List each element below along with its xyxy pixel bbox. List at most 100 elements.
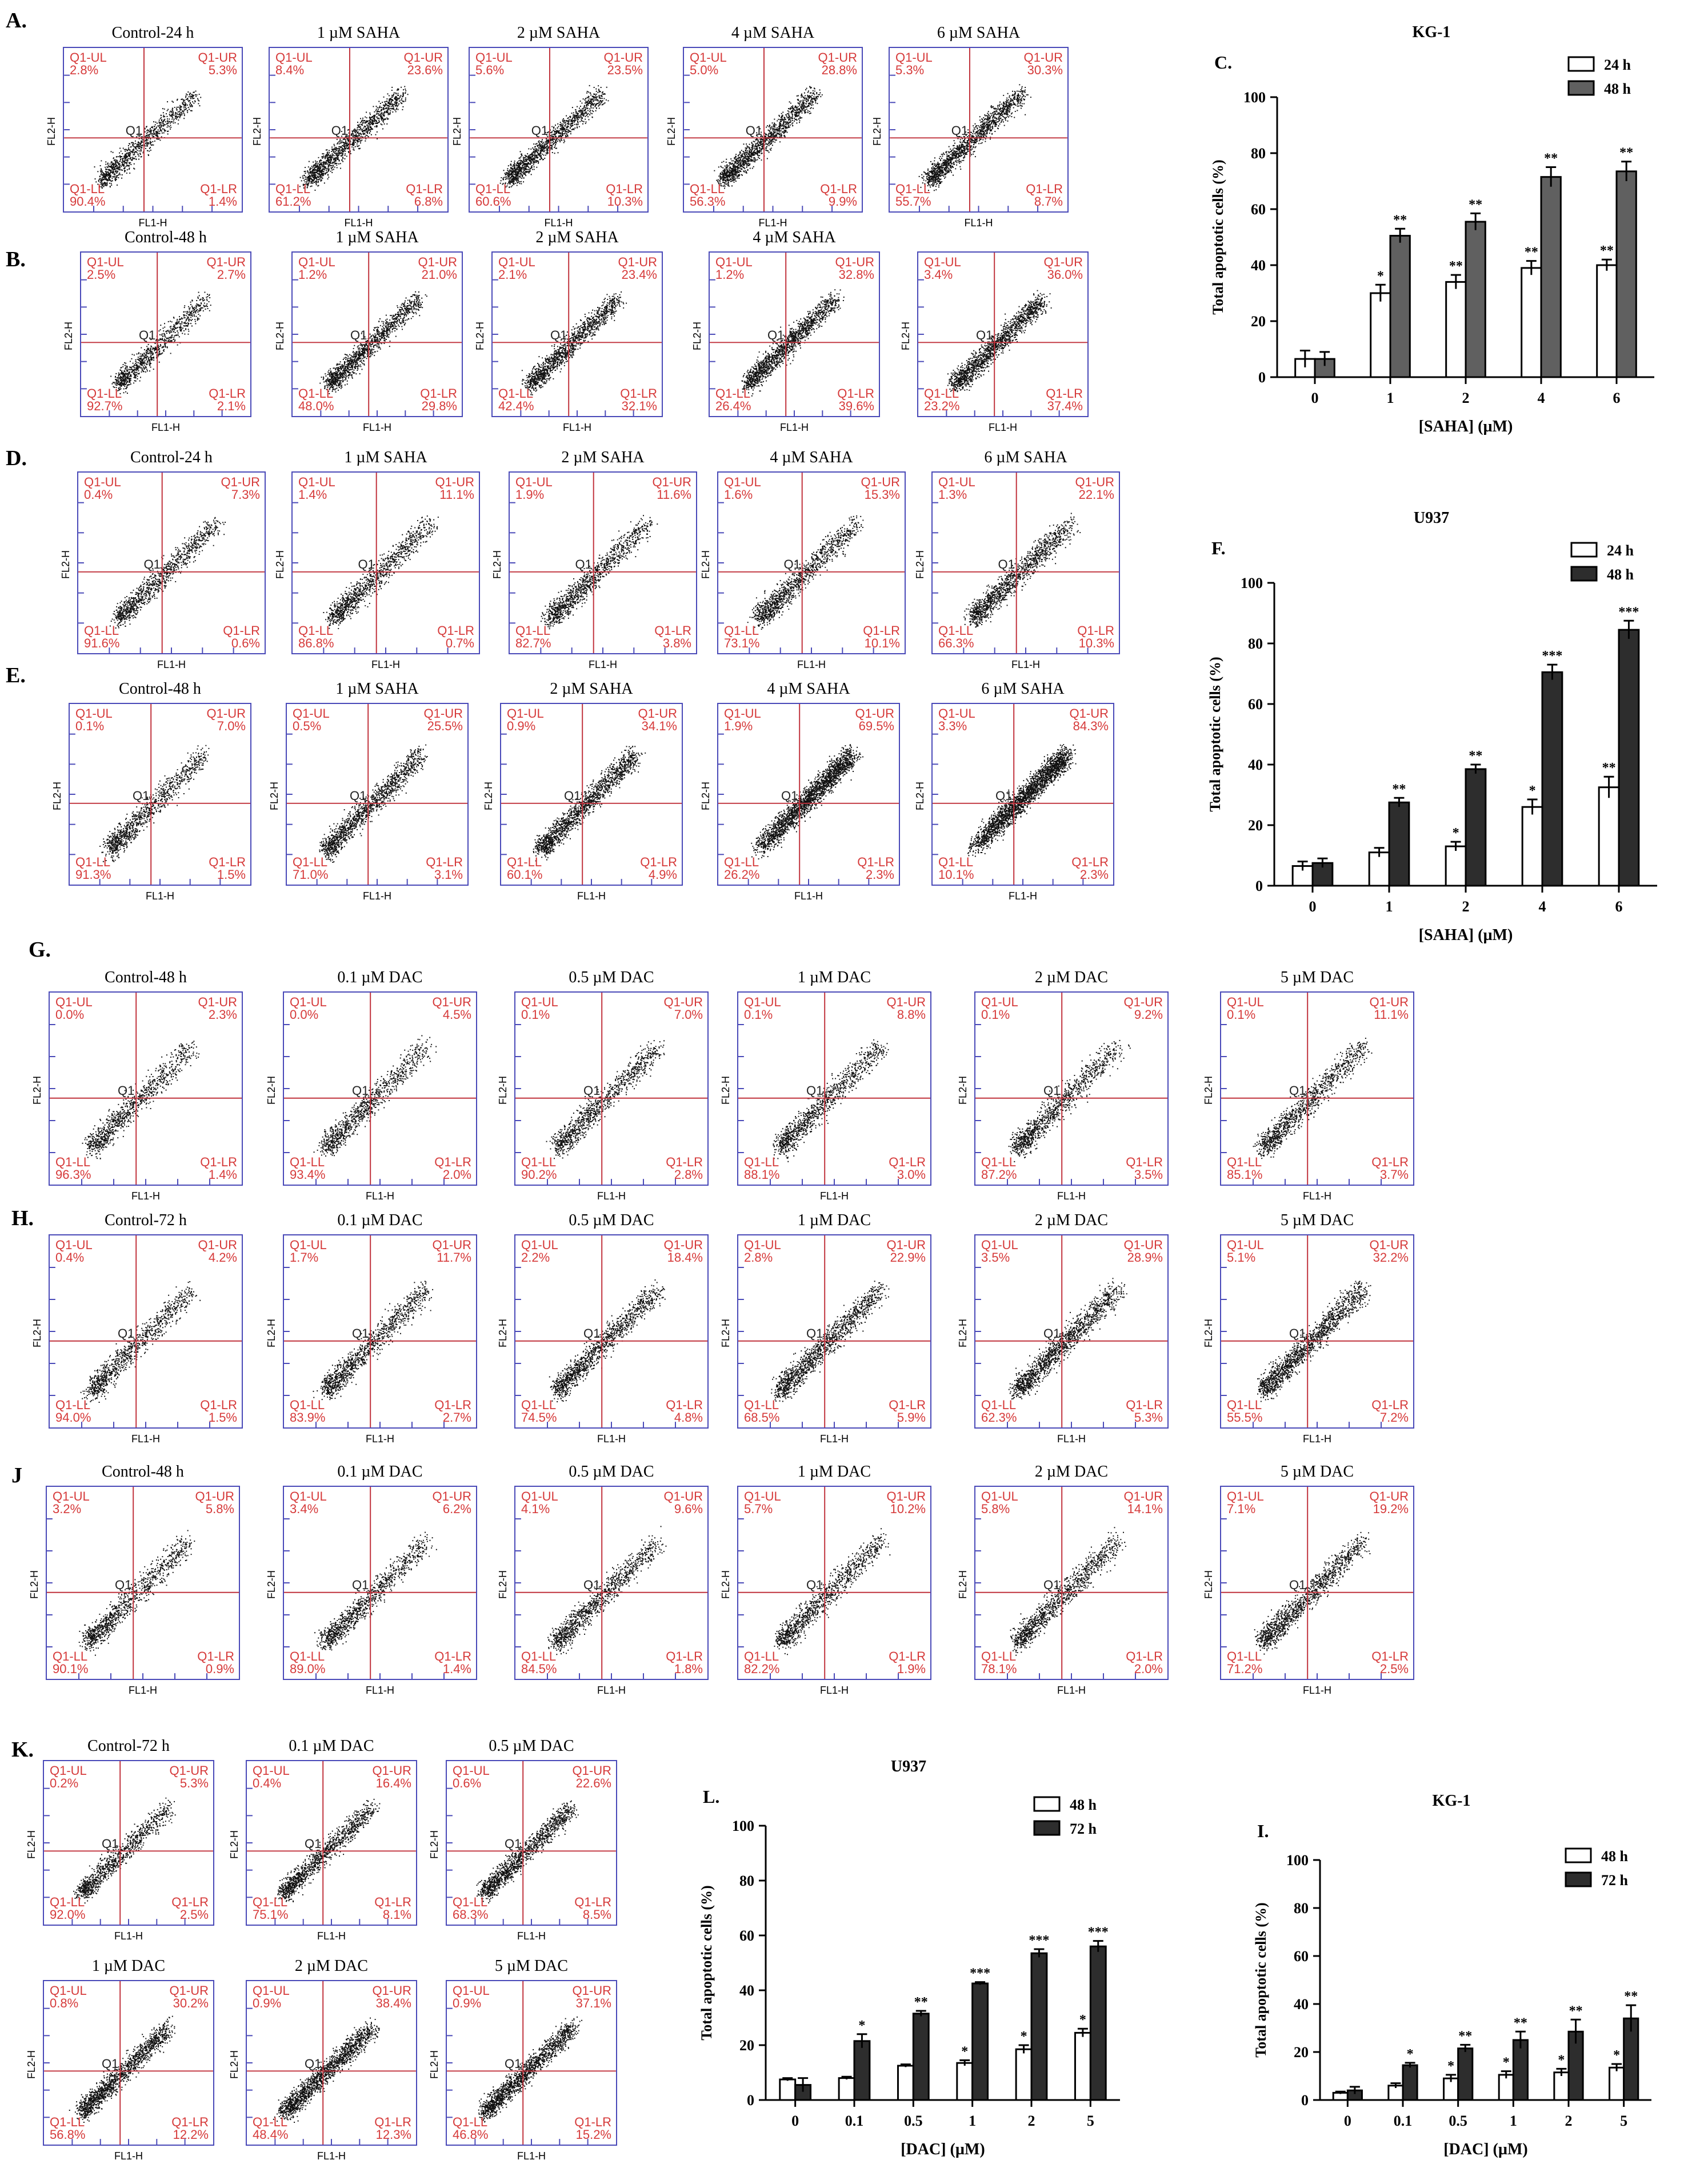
- plot-title: Control-24 h: [111, 24, 194, 42]
- quadrant-center-label: Q1: [350, 327, 367, 342]
- quadrant-ul-value: 0.1%: [744, 1007, 773, 1022]
- scatter-dots: [515, 1235, 707, 1427]
- y-axis-label: Total apoptotic cells (%): [1253, 1902, 1269, 2057]
- flow-cytometry-plot: 0.5 µM DAC Q1-UL 2.2% Q1-UR 18.4% Q1-LL 74.5% Q…: [497, 1211, 709, 1445]
- plot-frame: Q1-UL 0.9% Q1-UR 37.1% Q1-LL 46.8% Q1-LR 15.2% Q…: [446, 1980, 617, 2146]
- y-axis-label: FL2-H: [266, 1318, 277, 1347]
- quadrant-ll-value: 88.1%: [744, 1167, 780, 1182]
- plot-title: 0.5 µM DAC: [569, 1463, 654, 1481]
- significance-mark: ***: [970, 1966, 990, 1981]
- x-axis-label: FL1-H: [366, 1685, 395, 1696]
- plot-title: 0.5 µM DAC: [569, 1211, 654, 1229]
- x-axis-label: FL1-H: [989, 422, 1018, 433]
- quadrant-ll-label: Q1-LL 66.3%: [938, 623, 974, 650]
- scatter-dots: [284, 1487, 476, 1679]
- quadrant-ul-label: Q1-UL 5.0%: [690, 50, 727, 77]
- quadrant-ll-label: Q1-LL 82.2%: [744, 1649, 780, 1676]
- bar-chart-C: KG-1 C. 0 20 40 60 80 100 Total apoptotic cells …: [1163, 11, 1700, 457]
- quadrant-ul-value: 5.6%: [475, 63, 505, 77]
- quadrant-lr-label: Q1-LR 3.7%: [1371, 1155, 1409, 1182]
- y-tick-label: 0: [1301, 2092, 1309, 2109]
- legend-label-0: 24 h: [1604, 57, 1631, 73]
- significance-mark: *: [1079, 2013, 1086, 2027]
- x-tick-label: 5: [1087, 2113, 1094, 2129]
- quadrant-ul-label: Q1-UL 3.2%: [53, 1489, 90, 1516]
- x-tick-label: 6: [1613, 390, 1621, 406]
- x-axis-label: FL1-H: [820, 1685, 849, 1696]
- flow-cytometry-plot: 6 µM SAHA Q1-UL 3.3% Q1-UR 84.3% Q1-LL 10.1% Q1…: [914, 680, 1114, 902]
- x-tick-label: 2: [1462, 390, 1470, 406]
- scatter-dots: [78, 473, 265, 653]
- plot-frame: Q1-UL 0.9% Q1-UR 38.4% Q1-LL 48.4% Q1-LR 12.3% Q…: [246, 1980, 417, 2146]
- plot-title: 1 µM SAHA: [335, 229, 419, 246]
- flow-cytometry-plot: Control-24 h Q1-UL 0.4% Q1-UR 7.3% Q1-LL 91.6%…: [60, 449, 266, 670]
- bar-48h-0: [1314, 358, 1335, 378]
- quadrant-ll-value: 91.6%: [84, 636, 120, 650]
- quadrant-ul-value: 0.8%: [50, 1996, 79, 2010]
- flow-cytometry-plot: Control-48 h Q1-UL 0.1% Q1-UR 7.0% Q1-LL 91.3%…: [51, 680, 251, 902]
- plot-title: Control-48 h: [119, 680, 201, 698]
- legend-swatch-1: [1570, 566, 1598, 582]
- quadrant-ll-value: 66.3%: [938, 636, 974, 650]
- y-axis-label: FL2-H: [491, 550, 503, 579]
- quadrant-ul-label: Q1-UL 3.4%: [924, 255, 961, 282]
- quadrant-ul-value: 2.2%: [521, 1250, 550, 1265]
- quadrant-ur-value: 22.9%: [890, 1250, 926, 1265]
- quadrant-ur-value: 23.6%: [407, 63, 443, 77]
- significance-mark: *: [1021, 2029, 1027, 2044]
- quadrant-ll-label: Q1-LL 62.3%: [981, 1398, 1017, 1425]
- quadrant-ul-value: 1.2%: [298, 267, 327, 282]
- y-axis-label: FL2-H: [251, 117, 263, 146]
- quadrant-ur-value: 28.8%: [821, 63, 857, 77]
- plot-frame: Q1-UL 0.4% Q1-UR 16.4% Q1-LL 75.1% Q1-LR 8.1% Q1: [246, 1760, 417, 1926]
- y-axis-label: FL2-H: [60, 550, 71, 579]
- x-tick-label: 4: [1539, 898, 1546, 915]
- chart-title: U937: [891, 1758, 926, 1775]
- quadrant-ll-value: 55.5%: [1227, 1410, 1263, 1425]
- quadrant-ul-label: Q1-UL 2.5%: [87, 255, 124, 282]
- quadrant-ll-label: Q1-LL 23.2%: [924, 386, 960, 413]
- y-axis-label: FL2-H: [957, 1318, 969, 1347]
- quadrant-lr-value: 37.4%: [1047, 399, 1083, 413]
- quadrant-center-label: Q1: [331, 123, 349, 138]
- quadrant-ur-value: 30.2%: [173, 1996, 209, 2010]
- quadrant-ur-label: Q1-UR 11.7%: [432, 1238, 471, 1265]
- quadrant-ll-value: 62.3%: [981, 1410, 1017, 1425]
- bar-48h-0: [779, 2078, 797, 2101]
- flow-cytometry-plot: 1 µM SAHA Q1-UL 0.5% Q1-UR 25.5% Q1-LL 71.0% Q1…: [269, 680, 469, 902]
- quadrant-ur-label: Q1-UR 37.1%: [572, 1983, 611, 2010]
- bar-48h-1: [1498, 2074, 1514, 2101]
- event-dots: [1010, 1527, 1126, 1656]
- x-tick-label: 6: [1615, 898, 1623, 915]
- quadrant-ur-value: 6.2%: [442, 1502, 471, 1516]
- quadrant-lr-label: Q1-LR 1.5%: [209, 855, 246, 882]
- quadrant-ll-value: 92.7%: [87, 399, 123, 413]
- quadrant-ur-value: 5.8%: [205, 1502, 234, 1516]
- quadrant-lr-value: 1.8%: [674, 1662, 703, 1676]
- plot-title: 1 µM SAHA: [344, 449, 427, 466]
- event-dots: [547, 1526, 667, 1655]
- bar-24h-4: [1521, 267, 1542, 378]
- quadrant-ll-label: Q1-LL 92.7%: [87, 386, 123, 413]
- quadrant-ul-value: 1.7%: [290, 1250, 319, 1265]
- panel-letter: E.: [6, 663, 26, 687]
- quadrant-ll-label: Q1-LL 42.4%: [498, 386, 534, 413]
- quadrant-center-label: Q1: [1289, 1326, 1306, 1341]
- quadrant-center-label: Q1: [951, 123, 969, 138]
- quadrant-ll-label: Q1-LL 68.3%: [453, 1895, 489, 1922]
- quadrant-center-label: Q1: [995, 789, 1013, 803]
- x-axis-label: FL1-H: [146, 890, 175, 902]
- quadrant-ul-value: 0.0%: [290, 1007, 319, 1022]
- flow-cytometry-plot: 4 µM SAHA Q1-UL 1.2% Q1-UR 32.8% Q1-LL 26.4% Q1…: [691, 229, 880, 433]
- y-axis-label: FL2-H: [451, 117, 463, 146]
- y-axis-label: FL2-H: [497, 1570, 509, 1599]
- scatter-dots: [718, 704, 899, 885]
- event-dots: [109, 517, 226, 629]
- event-dots: [314, 1531, 437, 1651]
- event-dots: [478, 2016, 583, 2123]
- quadrant-lr-value: 7.2%: [1379, 1410, 1409, 1425]
- panel-letter: B.: [6, 247, 26, 271]
- x-tick-label: 0: [1309, 898, 1317, 915]
- plot-title: Control-72 h: [105, 1211, 187, 1229]
- quadrant-lr-label: Q1-LR 2.1%: [209, 386, 246, 413]
